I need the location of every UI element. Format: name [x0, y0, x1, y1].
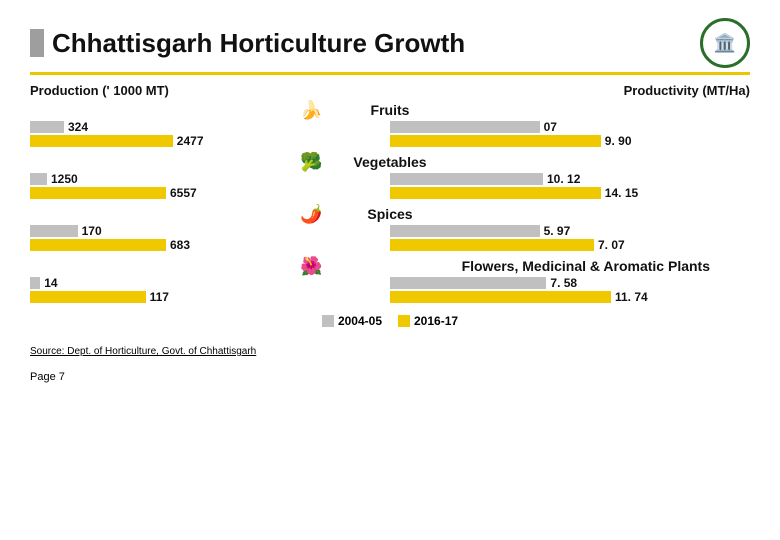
bar-value-label: 6557	[170, 186, 197, 200]
bar-set: 14 117 7. 58 11. 74	[30, 276, 750, 306]
production-half: 170 683	[30, 224, 390, 254]
bar-pty-yellow: 11. 74	[390, 291, 648, 303]
bar-value-label: 170	[82, 224, 102, 238]
category-name: Vegetables	[353, 154, 426, 170]
bar-pty-grey: 5. 97	[390, 225, 570, 237]
bar-prod-yellow: 6557	[30, 187, 197, 199]
legend-swatch-grey	[322, 315, 334, 327]
bar-prod-grey: 170	[30, 225, 102, 237]
category-icon: 🌺	[300, 256, 322, 277]
bar-value-label: 07	[544, 120, 557, 134]
axis-labels: Production (' 1000 MT) Productivity (MT/…	[30, 83, 750, 98]
bar-value-label: 7. 58	[550, 276, 577, 290]
productivity-half: 7. 58 11. 74	[390, 276, 750, 306]
bar-pty-yellow: 9. 90	[390, 135, 632, 147]
bar-value-label: 14	[44, 276, 57, 290]
source-text: Source: Dept. of Horticulture, Govt. of …	[30, 346, 750, 357]
bar-value-label: 7. 07	[598, 238, 625, 252]
category-label: 🥦 Vegetables	[30, 154, 750, 170]
category-label: 🌺 Flowers, Medicinal & Aromatic Plants	[30, 258, 750, 274]
bar-value-label: 5. 97	[544, 224, 571, 238]
bar-pty-grey: 7. 58	[390, 277, 577, 289]
productivity-half: 10. 12 14. 15	[390, 172, 750, 202]
bar-set: 170 683 5. 97 7. 07	[30, 224, 750, 254]
bar-value-label: 324	[68, 120, 88, 134]
right-axis-label: Productivity (MT/Ha)	[624, 83, 750, 98]
legend-item-a: 2004-05	[322, 314, 382, 328]
production-half: 324 2477	[30, 120, 390, 150]
title-marker	[30, 29, 44, 57]
legend-item-b: 2016-17	[398, 314, 458, 328]
production-half: 1250 6557	[30, 172, 390, 202]
bar-set: 324 2477 07 9. 90	[30, 120, 750, 150]
bar-value-label: 11. 74	[615, 290, 648, 304]
category-section: 🌺Flowers, Medicinal & Aromatic Plants141…	[30, 258, 750, 306]
bar-value-label: 2477	[177, 134, 204, 148]
legend-label-a: 2004-05	[338, 314, 382, 328]
bar-prod-yellow: 683	[30, 239, 190, 251]
legend-swatch-yellow	[398, 315, 410, 327]
productivity-half: 07 9. 90	[390, 120, 750, 150]
category-name: Flowers, Medicinal & Aromatic Plants	[462, 258, 710, 274]
category-section: 🍌 Fruits 324 2477 07 9. 90	[30, 102, 750, 150]
header: Chhattisgarh Horticulture Growth 🏛️	[30, 18, 750, 75]
bar-value-label: 14. 15	[605, 186, 638, 200]
category-label: 🍌 Fruits	[30, 102, 750, 118]
category-icon: 🥦	[300, 152, 322, 173]
legend-label-b: 2016-17	[414, 314, 458, 328]
productivity-half: 5. 97 7. 07	[390, 224, 750, 254]
category-name: Spices	[367, 206, 412, 222]
bar-value-label: 117	[150, 290, 169, 304]
bar-pty-grey: 07	[390, 121, 557, 133]
left-axis-label: Production (' 1000 MT)	[30, 83, 169, 98]
category-label: 🌶️ Spices	[30, 206, 750, 222]
category-icon: 🍌	[300, 100, 322, 121]
bar-pty-yellow: 7. 07	[390, 239, 625, 251]
category-section: 🥦 Vegetables 1250 6557 10. 12 14. 15	[30, 154, 750, 202]
bar-value-label: 9. 90	[605, 134, 632, 148]
bar-value-label: 1250	[51, 172, 78, 186]
legend: 2004-05 2016-17	[30, 314, 750, 328]
page-number: Page 7	[30, 371, 750, 383]
page-title: Chhattisgarh Horticulture Growth	[52, 28, 700, 59]
bar-prod-yellow: 117	[30, 291, 169, 303]
category-section: 🌶️ Spices 170 683 5. 97 7. 07	[30, 206, 750, 254]
bar-pty-grey: 10. 12	[390, 173, 580, 185]
category-name: Fruits	[371, 102, 410, 118]
bar-prod-grey: 324	[30, 121, 88, 133]
category-icon: 🌶️	[300, 204, 322, 225]
bar-prod-grey: 14	[30, 277, 58, 289]
bar-prod-yellow: 2477	[30, 135, 204, 147]
bar-prod-grey: 1250	[30, 173, 78, 185]
production-half: 14 117	[30, 276, 390, 306]
bar-value-label: 683	[170, 238, 190, 252]
bar-value-label: 10. 12	[547, 172, 580, 186]
state-emblem-icon: 🏛️	[700, 18, 750, 68]
bar-pty-yellow: 14. 15	[390, 187, 638, 199]
bar-set: 1250 6557 10. 12 14. 15	[30, 172, 750, 202]
